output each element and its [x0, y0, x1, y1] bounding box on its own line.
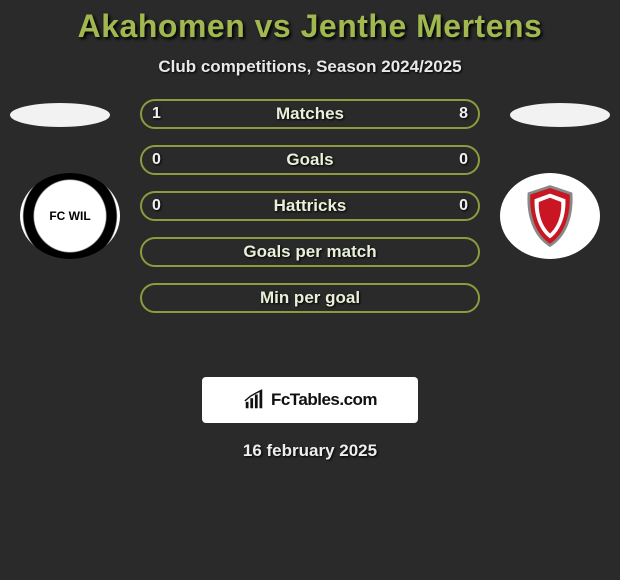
site-badge[interactable]: FcTables.com: [202, 377, 418, 423]
stat-label: Goals: [286, 150, 333, 170]
club-badge-right: [500, 173, 600, 259]
stat-row-hattricks: 0 Hattricks 0: [140, 191, 480, 221]
stat-row-goals: 0 Goals 0: [140, 145, 480, 175]
stat-right-value: 8: [459, 105, 468, 123]
stat-right-value: 0: [459, 151, 468, 169]
site-label: FcTables.com: [271, 390, 377, 410]
flag-left: [10, 103, 110, 127]
stat-left-value: 1: [152, 105, 161, 123]
club-badge-left: FC WIL: [20, 173, 120, 259]
stat-left-value: 0: [152, 197, 161, 215]
date-label: 16 february 2025: [0, 441, 620, 461]
club-left-label: FC WIL: [49, 210, 90, 222]
flag-right: [510, 103, 610, 127]
stat-row-goals-per-match: Goals per match: [140, 237, 480, 267]
stat-rows: 1 Matches 8 0 Goals 0 0 Hattricks 0 Goal…: [140, 99, 480, 329]
shield-icon: [515, 181, 585, 251]
stat-row-min-per-goal: Min per goal: [140, 283, 480, 313]
page-subtitle: Club competitions, Season 2024/2025: [0, 57, 620, 77]
comparison-area: FC WIL 1 Matches 8 0 Goals 0: [0, 109, 620, 369]
page-title: Akahomen vs Jenthe Mertens: [0, 8, 620, 45]
chart-icon: [243, 389, 265, 411]
stat-left-value: 0: [152, 151, 161, 169]
stat-row-matches: 1 Matches 8: [140, 99, 480, 129]
stat-label: Hattricks: [274, 196, 347, 216]
stat-label: Goals per match: [243, 242, 376, 262]
stat-label: Min per goal: [260, 288, 360, 308]
stat-right-value: 0: [459, 197, 468, 215]
page-root: Akahomen vs Jenthe Mertens Club competit…: [0, 8, 620, 580]
stat-label: Matches: [276, 104, 344, 124]
